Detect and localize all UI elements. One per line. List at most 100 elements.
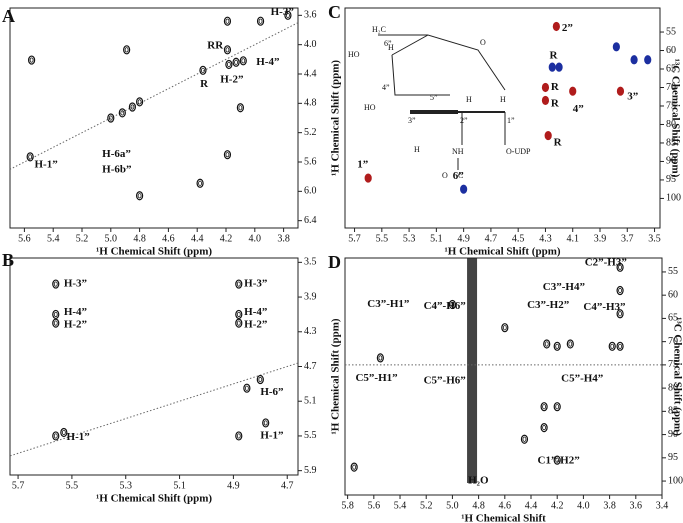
peak	[235, 318, 243, 328]
x-tick-label: 3.8	[603, 500, 616, 511]
peak	[544, 130, 552, 141]
peak	[616, 309, 624, 319]
peak	[235, 431, 243, 441]
x-tick-label: 5.2	[420, 500, 433, 511]
structure-label: NH	[452, 147, 464, 156]
structure-label: H	[388, 43, 394, 52]
y-tick-label: 5.1	[304, 396, 317, 407]
x-tick-label: 4.7	[485, 233, 498, 244]
annotation: H-3”	[244, 278, 267, 290]
annotation: H-2”	[244, 318, 267, 330]
peak-contour	[618, 343, 622, 349]
peak-contour	[124, 47, 129, 53]
x-tick-label: 5.3	[403, 233, 416, 244]
peak-contour	[244, 385, 249, 391]
peak-contour	[61, 429, 66, 436]
peak-contour	[226, 61, 231, 68]
x-tick-label: 4.6	[499, 500, 512, 511]
annotation: H-4”	[244, 306, 267, 318]
x-tick-label: 4.2	[551, 500, 564, 511]
x-tick-label: 5.6	[368, 500, 381, 511]
peak	[350, 462, 358, 472]
structure-label: O-UDP	[506, 147, 531, 156]
peak	[541, 82, 550, 93]
annotation: H-1”	[34, 158, 57, 170]
y-tick-label: 4.3	[304, 326, 317, 337]
peak-contour	[522, 436, 527, 442]
peak-contour	[236, 311, 241, 318]
peak-contour	[352, 464, 357, 470]
peak-contour	[286, 12, 290, 18]
peak-contour	[53, 433, 58, 439]
x-tick-label: 5.6	[18, 233, 31, 244]
x-tick-label: 5.3	[119, 480, 132, 491]
y-tick-label: 85	[668, 406, 678, 417]
peak	[52, 318, 60, 328]
peak-contour	[53, 311, 58, 318]
annotation: R	[554, 136, 563, 148]
x-axis-label: ¹H Chemical Shift (ppm)	[96, 246, 212, 258]
peak	[256, 16, 265, 26]
peak	[616, 285, 624, 296]
peak	[364, 173, 372, 183]
x-tick-label: 4.9	[227, 480, 240, 491]
structure-label: 2”	[460, 116, 468, 125]
x-tick-label: 5.2	[76, 233, 89, 244]
peak	[118, 108, 126, 118]
x-tick-label: 3.9	[594, 233, 607, 244]
structure-label: H	[466, 95, 472, 104]
annotation: H-6b”	[102, 164, 131, 176]
peak	[196, 178, 204, 188]
y-tick-label: 3.9	[304, 291, 317, 302]
y-tick-label: 95	[666, 174, 676, 185]
y-axis-label: ¹H Chemical Shift (ppm)	[330, 60, 342, 176]
annotation: C3”-H2”	[527, 299, 569, 311]
y-tick-label: 85	[666, 137, 676, 148]
peak	[501, 323, 509, 333]
y-tick-label: 5.6	[304, 156, 317, 167]
peak	[223, 16, 232, 26]
peak	[616, 341, 624, 351]
x-tick-label: 5.1	[430, 233, 443, 244]
y-tick-label: 100	[666, 193, 681, 204]
y-tick-label: 6.0	[304, 186, 317, 197]
x-tick-label: 3.8	[277, 233, 290, 244]
peak	[460, 184, 468, 194]
annotation: H₂O	[468, 475, 489, 487]
structure-label: O	[442, 171, 448, 180]
peak	[107, 113, 115, 123]
peak-contour	[610, 343, 615, 349]
peak	[256, 374, 264, 385]
x-tick-label: 4.2	[220, 233, 233, 244]
peak	[52, 431, 60, 441]
peak	[223, 150, 232, 160]
peak-contour	[555, 404, 560, 410]
x-tick-label: 3.4	[656, 500, 669, 511]
x-tick-label: 3.5	[648, 233, 661, 244]
annotation: H-6”	[260, 386, 283, 398]
y-tick-label: 90	[668, 429, 678, 440]
peak	[60, 427, 68, 438]
x-axis-label: ¹H Chemical Shift (ppm)	[444, 246, 560, 258]
annotation: R	[550, 50, 559, 62]
peak	[448, 299, 457, 310]
y-tick-label: 4.8	[304, 98, 317, 109]
peak-contour	[555, 457, 560, 463]
peak	[52, 309, 60, 320]
peak	[540, 423, 548, 433]
panel-label: D	[328, 252, 341, 272]
peak	[540, 402, 548, 412]
peak-contour	[201, 67, 205, 73]
peak	[235, 309, 243, 320]
panel-label: A	[2, 6, 15, 26]
annotation: R	[551, 98, 560, 110]
y-tick-label: 4.4	[304, 68, 317, 79]
peak-contour	[53, 320, 58, 326]
x-tick-label: 4.8	[133, 233, 146, 244]
peak	[608, 341, 616, 351]
structure-label: H₂C	[372, 25, 386, 34]
structure-label: 3”	[408, 116, 416, 125]
annotation: C5”-H1”	[355, 372, 397, 384]
y-tick-label: 75	[668, 359, 678, 370]
water-stripe	[467, 258, 478, 483]
